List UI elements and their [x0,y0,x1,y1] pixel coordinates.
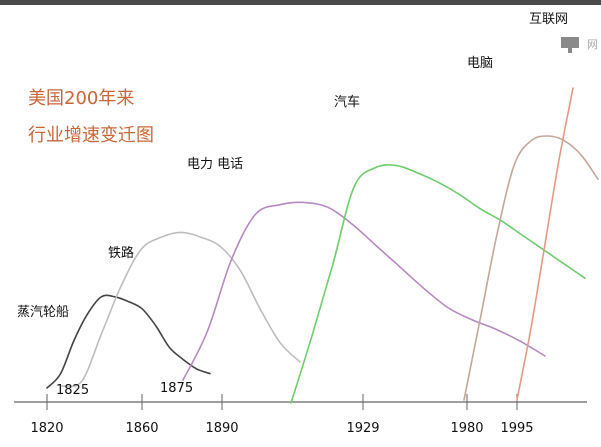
series-start-year-label: 1825 [56,383,89,398]
x-tick-label: 1995 [500,421,533,436]
series-name-label: 电力 电话 [187,157,243,172]
series-line [46,294,211,389]
series-start-year-label: 1875 [160,381,193,396]
title-line-1: 美国200年来 [28,88,134,109]
series-name-label: 互联网 [529,12,568,27]
series-line [61,231,301,388]
x-tick-label: 1860 [125,421,158,436]
series-name-label: 汽车 [334,94,360,110]
chart-title: 美国200年来 行业增速变迁图 [28,88,154,146]
series-line [290,164,586,404]
title-line-2: 行业增速变迁图 [28,125,154,146]
industry-labels: 蒸汽轮船 1825 铁路 1875 电力 电话 汽车 电脑 互联网 [17,12,568,398]
series-name-label: 铁路 [108,245,134,261]
series-name-label: 电脑 [467,56,493,71]
series-line [463,135,599,401]
series-lines [46,87,599,404]
series-line [182,201,546,381]
x-tick-label: 1980 [450,421,483,436]
x-axis: 1820 1860 1890 1929 1980 1995 [14,394,587,436]
series-line [516,87,574,401]
x-tick-label: 1820 [30,421,63,436]
top-border [0,0,601,5]
network-logo-icon: 网 [561,37,598,53]
x-tick-label: 1890 [205,421,238,436]
x-tick-label: 1929 [346,421,379,436]
logo-text: 网 [587,38,598,51]
series-name-label: 蒸汽轮船 [17,305,69,320]
